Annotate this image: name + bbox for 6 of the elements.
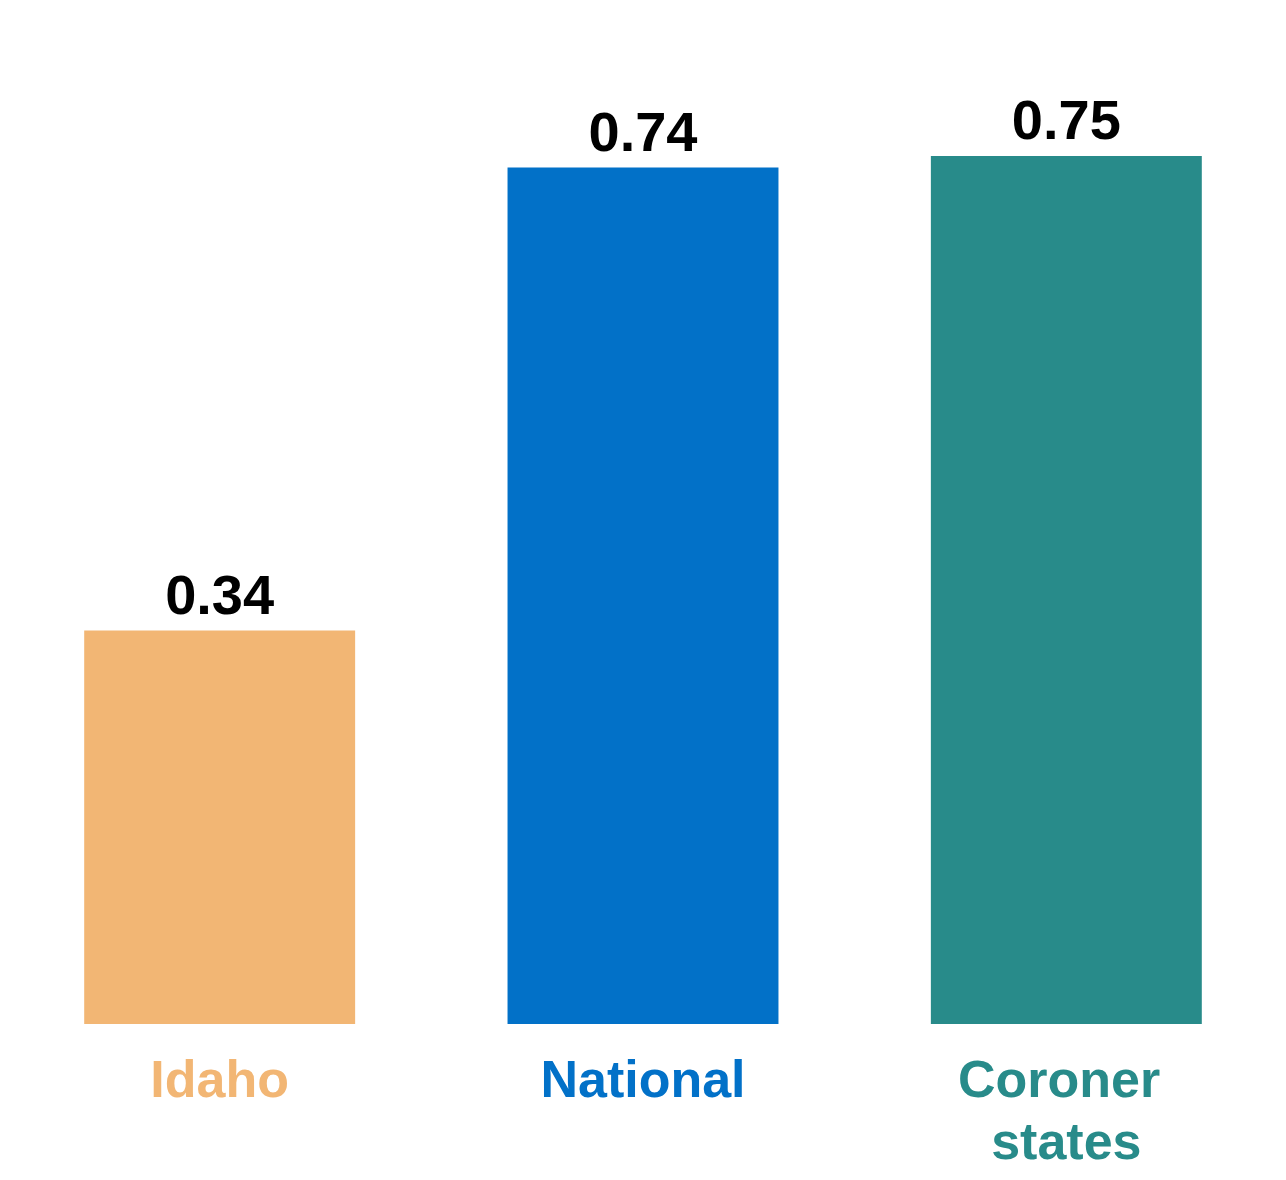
data-label: 0.74 (588, 99, 698, 163)
data-label: 0.75 (1011, 88, 1121, 152)
x-tick-label: Idaho (150, 1050, 289, 1108)
data-label: 0.34 (165, 562, 275, 626)
x-tick-label: National (540, 1050, 746, 1108)
x-tick-label: Coroner states (957, 1050, 1175, 1170)
